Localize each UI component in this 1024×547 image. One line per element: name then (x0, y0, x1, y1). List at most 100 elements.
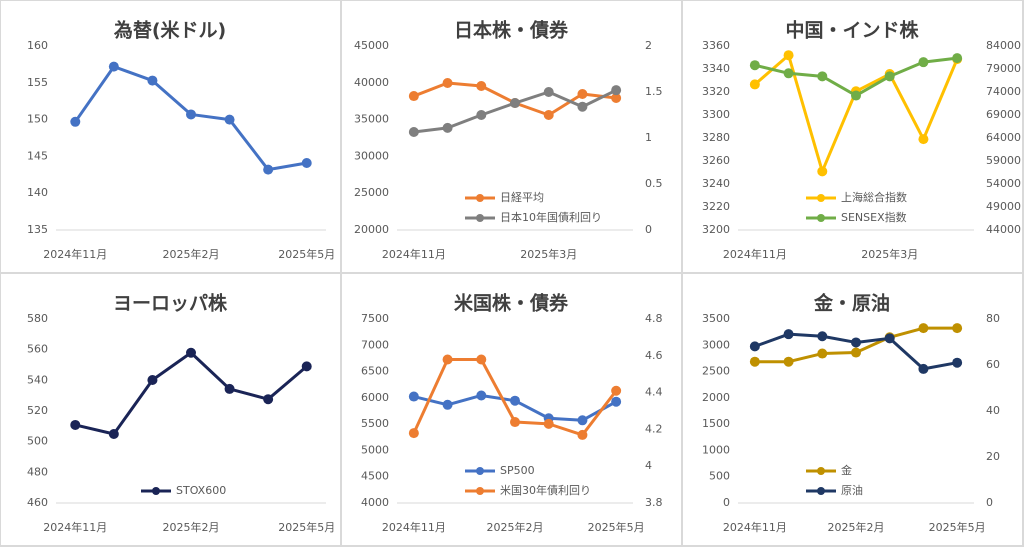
point (224, 114, 235, 125)
y-tick-label: 3320 (702, 85, 730, 98)
point (408, 127, 419, 138)
point (851, 90, 861, 101)
y-tick-label: 3340 (702, 62, 730, 75)
y-tick-label: 140 (27, 186, 48, 199)
chart-title: 日本株・債券 (454, 19, 569, 42)
y-tick-label: 1000 (702, 443, 730, 456)
legend-label: 原油 (841, 483, 863, 497)
x-tick-label: 2025年5月 (278, 520, 335, 534)
y2-tick-label: 0.5 (645, 177, 663, 190)
point (186, 347, 196, 358)
legend-marker (476, 467, 484, 475)
panel (1, 274, 340, 545)
point (851, 347, 861, 358)
legend-label: SENSEX指数 (841, 210, 907, 224)
point (577, 101, 588, 112)
y2-tick-label: 1.5 (645, 85, 663, 98)
y-tick-label: 20000 (354, 223, 389, 236)
y-tick-label: 2000 (702, 391, 730, 404)
point (952, 53, 963, 64)
y-tick-label: 460 (27, 496, 48, 509)
point (408, 391, 419, 402)
chart-title: 金・原油 (813, 292, 890, 315)
point (918, 363, 929, 374)
legend-label: 上海総合指数 (841, 190, 907, 204)
y-tick-label: 150 (27, 113, 48, 126)
y-tick-label: 540 (27, 373, 48, 386)
panel (683, 274, 1022, 545)
legend-label: SP500 (500, 464, 535, 477)
y2-tick-label: 59000 (986, 154, 1021, 167)
y-tick-label: 7000 (361, 338, 389, 351)
y-tick-label: 25000 (354, 186, 389, 199)
point (749, 356, 760, 367)
point (952, 323, 963, 334)
point (510, 417, 520, 428)
y-tick-label: 45000 (354, 39, 389, 52)
y-tick-label: 5500 (361, 417, 389, 430)
point (851, 337, 861, 348)
y-tick-label: 40000 (354, 76, 389, 89)
point (543, 110, 554, 120)
x-tick-label: 2025年5月 (588, 520, 645, 534)
point (147, 75, 158, 86)
point (442, 399, 453, 410)
y2-tick-label: 69000 (986, 108, 1021, 121)
x-tick-label: 2025年5月 (929, 520, 986, 534)
legend-marker (476, 214, 484, 222)
point (510, 98, 520, 109)
point (817, 71, 828, 82)
point (577, 429, 588, 440)
point (442, 354, 453, 365)
y-tick-label: 4000 (361, 496, 389, 509)
point (147, 375, 158, 386)
y-tick-label: 500 (709, 470, 730, 483)
y-tick-label: 5000 (361, 443, 389, 456)
point (301, 158, 312, 169)
point (783, 68, 794, 79)
y2-tick-label: 64000 (986, 131, 1021, 144)
y-tick-label: 3360 (702, 39, 730, 52)
legend-label: 金 (841, 463, 852, 477)
y-tick-label: 3260 (702, 154, 730, 167)
panel (683, 1, 1022, 272)
y2-tick-label: 49000 (986, 200, 1021, 213)
point (611, 92, 622, 103)
x-tick-label: 2024年11月 (723, 520, 787, 534)
point (817, 331, 828, 342)
point (543, 418, 554, 429)
x-tick-label: 2025年2月 (163, 247, 220, 261)
x-tick-label: 2024年11月 (382, 520, 446, 534)
panel (1, 1, 340, 272)
point (783, 329, 794, 340)
point (611, 385, 622, 396)
x-tick-label: 2024年11月 (43, 247, 107, 261)
y2-tick-label: 54000 (986, 177, 1021, 190)
point (817, 348, 828, 359)
legend-marker (476, 194, 484, 202)
point (510, 395, 520, 406)
y2-tick-label: 40 (986, 404, 1000, 417)
point (783, 356, 794, 367)
point (476, 390, 487, 401)
point (749, 60, 760, 71)
point (918, 134, 929, 145)
y-tick-label: 135 (27, 223, 48, 236)
legend-label: 米国30年債利回り (500, 483, 591, 497)
y-tick-label: 0 (723, 496, 730, 509)
legend-marker (817, 487, 825, 495)
y2-tick-label: 74000 (986, 85, 1021, 98)
y2-tick-label: 44000 (986, 223, 1021, 236)
point (918, 323, 929, 334)
y-tick-label: 3220 (702, 200, 730, 213)
x-tick-label: 2025年3月 (520, 247, 577, 261)
point (108, 429, 119, 439)
y2-tick-label: 2 (645, 39, 652, 52)
point (263, 394, 274, 405)
chart-title: ヨーロッパ株 (113, 292, 228, 315)
y2-tick-label: 4.2 (645, 422, 663, 435)
point (70, 419, 81, 430)
y-tick-label: 3200 (702, 223, 730, 236)
y2-tick-label: 4.6 (645, 349, 663, 362)
y2-tick-label: 1 (645, 131, 652, 144)
